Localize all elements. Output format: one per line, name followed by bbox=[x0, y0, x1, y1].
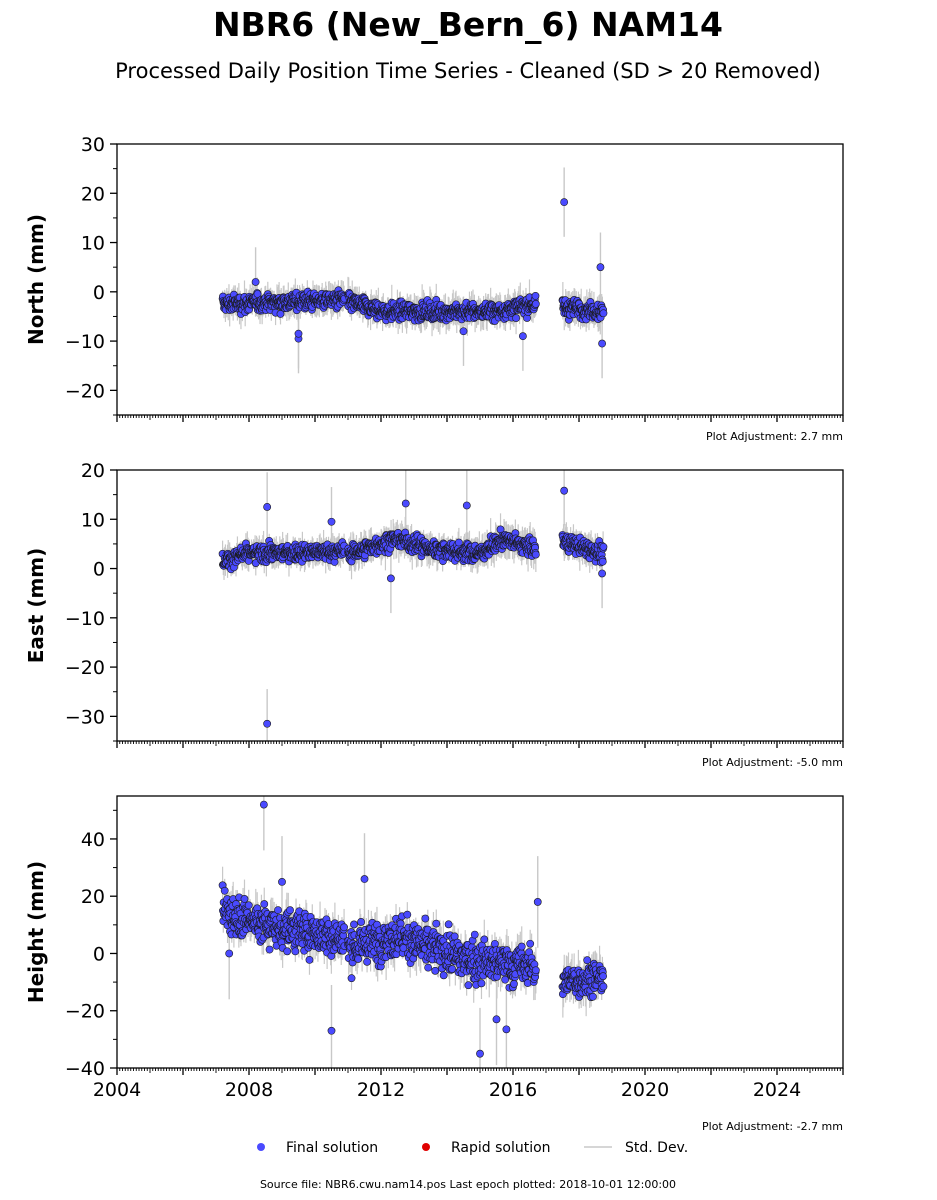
data-point bbox=[265, 945, 274, 954]
y-tick-label: 20 bbox=[81, 183, 105, 205]
outlier-point bbox=[263, 719, 272, 728]
plot-frame bbox=[116, 469, 844, 742]
chart-subtitle: Processed Daily Position Time Series - C… bbox=[115, 59, 821, 83]
data-point bbox=[480, 935, 489, 944]
data-point bbox=[363, 957, 371, 966]
outlier-point bbox=[519, 332, 527, 341]
data-point bbox=[253, 290, 262, 298]
y-tick-label: 10 bbox=[81, 509, 105, 531]
data-point bbox=[403, 910, 412, 919]
outlier-point bbox=[560, 198, 569, 207]
outlier-point bbox=[598, 569, 606, 578]
data-point bbox=[431, 966, 440, 975]
data-point bbox=[244, 901, 253, 910]
data-point bbox=[340, 923, 348, 932]
y-tick-label: −10 bbox=[65, 331, 105, 353]
outlier-point bbox=[598, 339, 606, 348]
chart-title: NBR6 (New_Bern_6) NAM14 bbox=[213, 5, 723, 44]
data-point bbox=[432, 919, 441, 928]
outlier-point bbox=[462, 501, 471, 510]
y-tick-label: 0 bbox=[93, 282, 105, 304]
data-point bbox=[531, 300, 540, 308]
data-point bbox=[599, 309, 608, 318]
data-point bbox=[220, 886, 229, 895]
y-tick-label: 0 bbox=[93, 559, 105, 581]
data-point bbox=[444, 920, 453, 929]
stddev-bars bbox=[222, 470, 604, 741]
y-axis-label: North (mm) bbox=[24, 214, 48, 345]
data-point bbox=[454, 538, 463, 547]
y-tick-label: −10 bbox=[65, 608, 105, 630]
data-point bbox=[305, 955, 314, 964]
east-panel: −30 −20 −10 0 10 20 East (mm) Plot Adjustment: … bbox=[24, 460, 844, 769]
data-point bbox=[490, 939, 499, 948]
plot-frame bbox=[116, 143, 844, 416]
data-point bbox=[283, 947, 292, 956]
outlier-point bbox=[263, 503, 272, 511]
y-tick-label: 10 bbox=[81, 233, 105, 255]
outlier-point bbox=[459, 327, 468, 336]
stddev-bars bbox=[222, 167, 604, 379]
data-point bbox=[357, 918, 365, 926]
y-tick-label: 20 bbox=[81, 460, 105, 482]
data-point bbox=[477, 979, 486, 988]
north-panel: −20 −10 0 10 20 30 North (mm) Plot Adjustment: … bbox=[24, 134, 844, 443]
data-point bbox=[517, 942, 526, 951]
data-point bbox=[274, 906, 282, 915]
data-point bbox=[510, 980, 518, 988]
plot-adjustment: Plot Adjustment: 2.7 mm bbox=[706, 430, 843, 443]
y-tick-label: 30 bbox=[81, 134, 105, 156]
outlier-point bbox=[596, 263, 605, 272]
data-point bbox=[531, 550, 540, 559]
data-point bbox=[439, 971, 448, 980]
data-point bbox=[240, 895, 249, 903]
data-point bbox=[260, 900, 269, 908]
data-point bbox=[347, 974, 356, 983]
data-point bbox=[421, 914, 430, 923]
data-point bbox=[599, 542, 608, 551]
y-axis-label: East (mm) bbox=[24, 548, 48, 664]
final-solution-points bbox=[218, 486, 608, 728]
data-point bbox=[512, 314, 520, 322]
data-point bbox=[531, 291, 540, 300]
outlier-point bbox=[386, 574, 395, 583]
y-tick-label: −30 bbox=[65, 706, 105, 728]
data-point bbox=[501, 975, 510, 984]
data-point bbox=[470, 930, 479, 939]
final-solution-points bbox=[218, 198, 608, 348]
data-point bbox=[424, 963, 433, 972]
data-point bbox=[350, 920, 358, 929]
y-tick-label: −20 bbox=[65, 380, 105, 402]
data-point bbox=[286, 906, 294, 915]
outlier-point bbox=[560, 486, 569, 495]
outlier-point bbox=[327, 517, 336, 526]
data-point bbox=[526, 939, 535, 948]
data-point bbox=[598, 557, 607, 566]
data-point bbox=[291, 947, 300, 956]
outlier-point bbox=[294, 329, 303, 338]
final-solution-points bbox=[218, 800, 608, 1058]
data-point bbox=[448, 965, 457, 973]
outlier-point bbox=[401, 499, 410, 508]
data-point bbox=[464, 981, 473, 990]
data-point bbox=[354, 955, 363, 963]
plot-adjustment: Plot Adjustment: -5.0 mm bbox=[702, 756, 843, 769]
data-point bbox=[531, 966, 540, 975]
y-tick-label: −20 bbox=[65, 657, 105, 679]
outlier-point bbox=[251, 278, 260, 286]
